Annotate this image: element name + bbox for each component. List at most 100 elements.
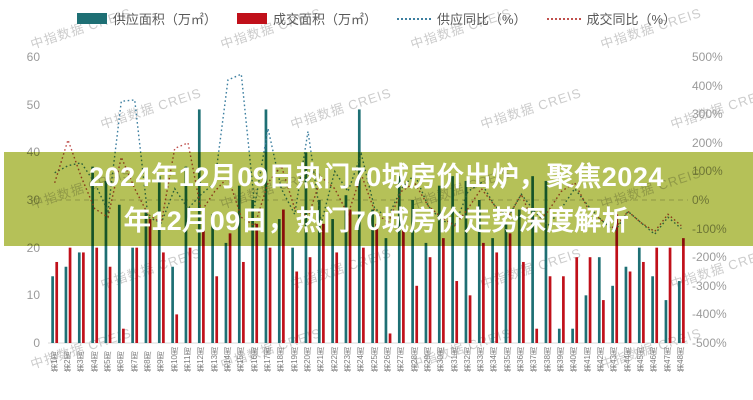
- supply-bar: [637, 247, 641, 343]
- dotted-line-swatch-icon: [546, 17, 581, 20]
- transaction-bar: [162, 252, 165, 343]
- transaction-bar: [588, 257, 592, 343]
- transaction-bar: [175, 314, 179, 343]
- left-axis-tick: 10: [26, 288, 40, 303]
- supply-bar: [317, 200, 321, 343]
- transaction-bar: [455, 281, 459, 343]
- legend-item-2[interactable]: 成交面积（万㎡）: [236, 9, 377, 28]
- transaction-bar: [428, 257, 432, 343]
- transaction-bar: [548, 276, 552, 343]
- transaction-bar: [615, 214, 619, 343]
- supply-bar: [491, 238, 494, 343]
- transaction-bar: [668, 247, 672, 343]
- transaction-bar: [295, 271, 299, 343]
- supply-bar: [144, 209, 148, 343]
- supply-bar: [331, 219, 334, 343]
- legend: 供应面积（万㎡） 成交面积（万㎡） 供应同比（%） 成交同比（%）: [0, 9, 753, 28]
- supply-bar: [664, 300, 668, 343]
- transaction-bar: [255, 223, 259, 343]
- transaction-bar: [535, 328, 539, 343]
- transaction-bar: [602, 300, 605, 343]
- transaction-bar: [442, 238, 445, 343]
- legend-label: 供应面积（万㎡）: [112, 12, 217, 27]
- right-axis-tick: 300%: [692, 107, 723, 122]
- supply-bar: [411, 200, 414, 343]
- transaction-bar: [108, 266, 112, 343]
- supply-bar: [91, 166, 94, 343]
- right-axis-tick: -300%: [692, 278, 727, 293]
- transaction-bar: [362, 247, 365, 343]
- transaction-bar: [282, 209, 285, 343]
- transaction-bar: [55, 261, 59, 343]
- transaction-bar: [468, 295, 472, 343]
- right-axis-tick: -400%: [692, 307, 727, 322]
- supply-bar: [131, 247, 134, 343]
- dotted-line-swatch-icon: [396, 17, 431, 20]
- supply-bar: [597, 257, 601, 343]
- transaction-bar: [522, 261, 525, 343]
- right-axis-tick: -500%: [692, 336, 727, 350]
- transaction-bar: [508, 233, 512, 343]
- overlay-title-line2: 年12月09日，热门70城房价走势深度解析: [123, 206, 630, 236]
- legend-item-1[interactable]: 供应面积（万㎡）: [76, 9, 217, 28]
- supply-bar: [584, 295, 588, 343]
- supply-bar: [211, 214, 214, 343]
- supply-bar: [517, 209, 521, 343]
- transaction-bar: [202, 209, 205, 343]
- supply-bar: [464, 180, 468, 343]
- transaction-bar: [415, 285, 419, 343]
- right-axis-tick: 200%: [692, 135, 723, 150]
- supply-bar: [51, 276, 54, 343]
- supply-bar: [397, 176, 401, 343]
- supply-bar: [344, 195, 348, 343]
- supply-bar: [571, 328, 574, 343]
- supply-bar: [677, 281, 681, 343]
- transaction-bar: [642, 261, 645, 343]
- supply-bar: [504, 223, 508, 343]
- supply-bar: [477, 200, 481, 343]
- supply-bar: [104, 180, 108, 343]
- transaction-bar: [242, 261, 245, 343]
- supply-bar: [531, 176, 534, 343]
- legend-item-4[interactable]: 成交同比（%）: [546, 9, 677, 28]
- supply-bar: [437, 185, 441, 343]
- supply-bar: [184, 166, 188, 343]
- transaction-bar: [188, 247, 192, 343]
- supply-bar: [171, 266, 174, 343]
- title-overlay: 2024年12月09日热门70城房价出炉，聚焦2024 年12月09日，热门70…: [0, 152, 753, 246]
- legend-label: 成交同比（%）: [586, 12, 677, 27]
- transaction-bar: [375, 223, 379, 343]
- bar-swatch-icon: [236, 13, 267, 24]
- transaction-bar: [655, 247, 659, 343]
- bar-swatch-icon: [76, 13, 107, 24]
- right-axis-tick: 500%: [692, 50, 723, 64]
- right-axis-tick: -200%: [692, 250, 727, 265]
- transaction-bar: [82, 252, 85, 343]
- transaction-bar: [388, 333, 392, 343]
- supply-bar: [117, 204, 121, 343]
- transaction-bar: [268, 247, 272, 343]
- transaction-bar: [335, 252, 339, 343]
- transaction-bar: [348, 209, 352, 343]
- legend-item-3[interactable]: 供应同比（%）: [396, 9, 527, 28]
- right-axis-tick: 400%: [692, 78, 723, 93]
- transaction-bar: [575, 257, 579, 343]
- transaction-bar: [322, 223, 325, 343]
- supply-bar: [237, 185, 241, 343]
- left-axis-tick: 60: [26, 50, 40, 64]
- supply-bar: [291, 247, 294, 343]
- transaction-bar: [482, 242, 485, 343]
- supply-bar: [277, 219, 281, 343]
- transaction-bar: [682, 238, 685, 343]
- supply-bar: [371, 209, 374, 343]
- transaction-bar: [308, 257, 312, 343]
- left-axis-tick: 0: [33, 336, 40, 350]
- supply-bar: [224, 242, 228, 343]
- transaction-bar: [562, 276, 565, 343]
- supply-bar: [624, 266, 628, 343]
- supply-bar: [304, 152, 308, 343]
- supply-bar: [251, 200, 254, 343]
- supply-bar: [384, 238, 388, 343]
- left-axis-tick: 50: [26, 97, 40, 112]
